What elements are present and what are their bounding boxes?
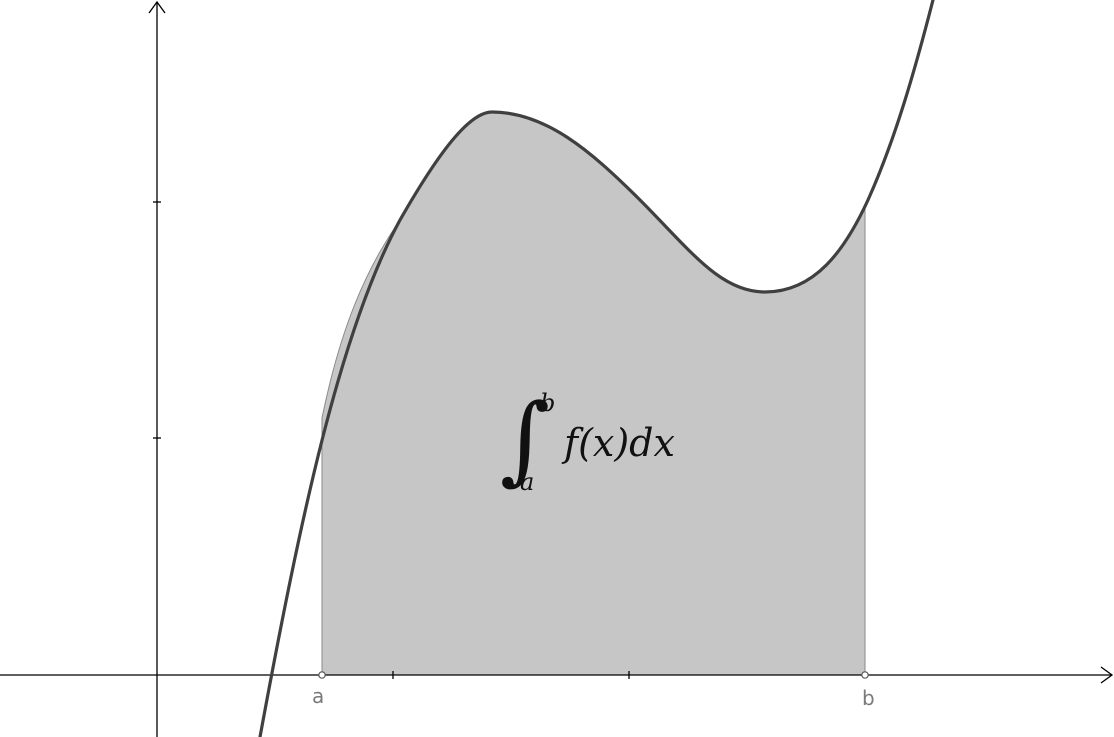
area-under-curve [321,111,866,676]
point-a [318,671,326,679]
integral-sign: ∫ [500,383,550,495]
x-axis [0,666,1114,684]
integrand: f(x)dx [561,421,675,465]
function-curve [258,0,935,737]
y-axis [148,0,166,737]
integral-lower-limit: a [520,468,534,496]
label-b: b [862,686,875,710]
x-axis-arrow [1100,666,1114,684]
integral-expression: ∫ b a f(x)dx [500,383,675,496]
label-a: a [312,684,324,708]
integral-upper-limit: b [540,389,555,417]
y-axis-arrow [148,0,166,14]
point-b [861,671,869,679]
